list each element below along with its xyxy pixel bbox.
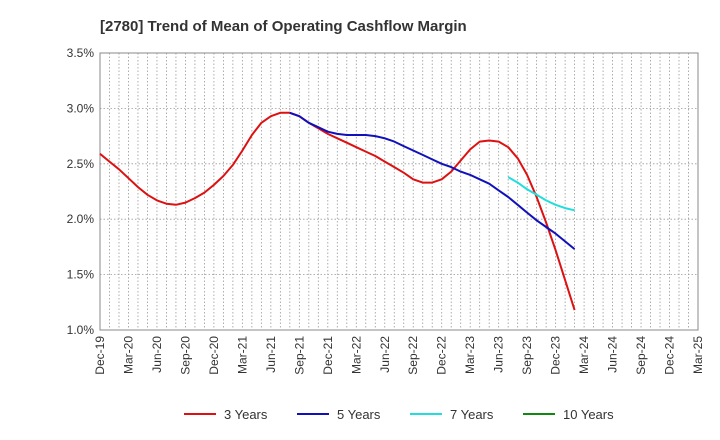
- legend: 3 Years 5 Years 7 Years 10 Years: [184, 407, 614, 422]
- series-line-7-years: [507, 176, 575, 212]
- x-tick-label: Dec-24: [663, 336, 677, 375]
- y-tick-label: 2.0%: [67, 212, 95, 226]
- x-tick-label: Sep-24: [634, 336, 648, 375]
- x-tick-label: Mar-20: [121, 336, 135, 374]
- x-tick-label: Dec-20: [207, 336, 221, 375]
- x-tick-label: Dec-22: [435, 336, 449, 375]
- x-tick-label: Dec-19: [93, 336, 107, 375]
- series-line-5-years: [289, 111, 576, 250]
- x-tick-label: Jun-24: [606, 336, 620, 373]
- y-tick-label: 1.0%: [67, 323, 95, 337]
- legend-label: 3 Years: [224, 407, 268, 422]
- x-tick-label: Mar-21: [235, 336, 249, 374]
- x-axis: Dec-19 Mar-20 Jun-20 Sep-20 Dec-20 Mar-21 Jun-…: [93, 336, 705, 375]
- x-tick-label: Mar-24: [577, 336, 591, 374]
- legend-label: 10 Years: [563, 407, 614, 422]
- chart-title: [2780] Trend of Mean of Operating Cashfl…: [100, 18, 467, 35]
- x-tick-label: Mar-23: [463, 336, 477, 374]
- plot-area: [100, 53, 698, 330]
- legend-label: 5 Years: [337, 407, 381, 422]
- y-axis: 1.0% 1.5% 2.0% 2.5% 3.0% 3.5%: [67, 46, 95, 337]
- x-tick-label: Sep-20: [178, 336, 192, 375]
- plot-frame: [99, 52, 699, 331]
- x-tick-label: Mar-25: [691, 336, 705, 374]
- x-tick-label: Jun-22: [378, 336, 392, 373]
- grid-x: [109, 53, 689, 330]
- series-line-3-years: [99, 111, 576, 311]
- x-tick-label: Dec-23: [549, 336, 563, 375]
- x-tick-label: Jun-20: [150, 336, 164, 373]
- x-tick-label: Sep-21: [292, 336, 306, 375]
- x-tick-label: Jun-21: [264, 336, 278, 373]
- y-tick-label: 3.0%: [67, 101, 95, 115]
- x-tick-label: Jun-23: [492, 336, 506, 373]
- y-tick-label: 1.5%: [67, 268, 95, 282]
- x-tick-label: Sep-23: [520, 336, 534, 375]
- x-tick-label: Dec-21: [321, 336, 335, 375]
- legend-label: 7 Years: [450, 407, 494, 422]
- x-tick-label: Mar-22: [349, 336, 363, 374]
- x-tick-label: Sep-22: [406, 336, 420, 375]
- grid-y: [100, 108, 698, 276]
- series-lines: [99, 111, 576, 311]
- y-tick-label: 2.5%: [67, 157, 95, 171]
- y-tick-label: 3.5%: [67, 46, 95, 60]
